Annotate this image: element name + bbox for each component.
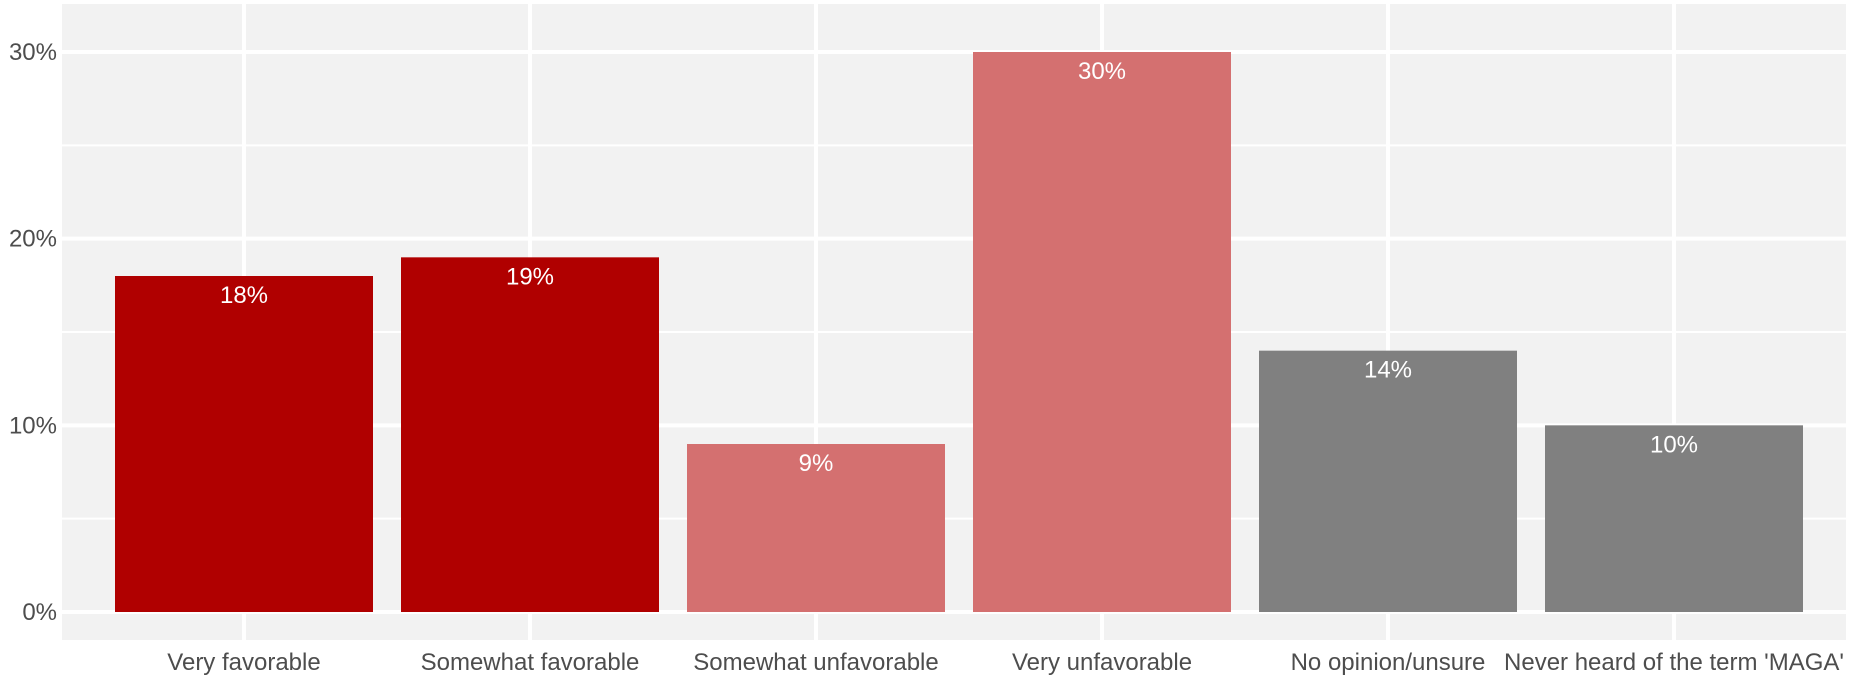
y-tick-label: 30% (9, 39, 57, 66)
bar (401, 257, 659, 612)
y-axis-tick-labels: 0% 10% 20% 30% (9, 39, 57, 626)
x-category-label: Never heard of the term 'MAGA' (1504, 649, 1844, 676)
bar-value-label: 9% (799, 450, 834, 477)
bar-value-label: 10% (1650, 431, 1698, 458)
bar (1259, 350, 1517, 612)
x-category-label: Somewhat unfavorable (693, 649, 938, 676)
x-category-label: No opinion/unsure (1291, 649, 1486, 676)
x-category-label: Very favorable (167, 649, 320, 676)
bar-value-label: 14% (1364, 357, 1412, 384)
x-category-label: Somewhat favorable (421, 649, 640, 676)
bar-value-label: 19% (506, 263, 554, 290)
bars (115, 52, 1803, 612)
bar-value-label: 30% (1078, 58, 1126, 85)
y-tick-label: 0% (22, 599, 57, 626)
x-category-label: Very unfavorable (1012, 649, 1192, 676)
x-axis-category-labels: Very favorable Somewhat favorable Somewhat… (167, 649, 1844, 676)
bar (973, 52, 1231, 612)
bar-value-label: 18% (220, 282, 268, 309)
data-labels: 18% 19% 9% 30% 14% 10% (220, 58, 1698, 477)
bar (687, 444, 945, 612)
y-tick-label: 10% (9, 412, 57, 439)
bar (1545, 425, 1803, 612)
bar (115, 276, 373, 612)
y-tick-label: 20% (9, 226, 57, 253)
